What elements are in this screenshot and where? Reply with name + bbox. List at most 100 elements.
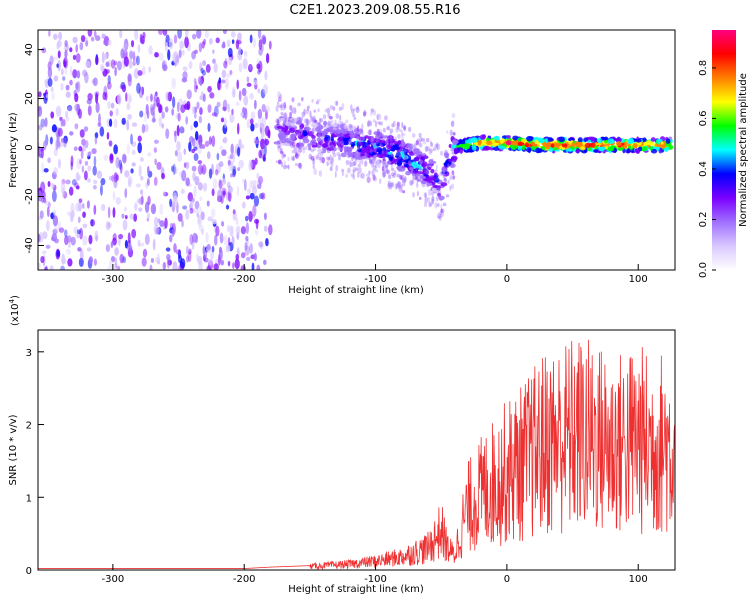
spectrogram-halo-cell <box>322 114 327 120</box>
spectrogram-cell <box>262 156 267 162</box>
spectrogram-cell <box>162 64 168 72</box>
spectrogram-cell <box>164 44 169 52</box>
spectrogram-cell <box>169 234 173 243</box>
spectrogram-ridge-cell <box>541 142 547 146</box>
spectrogram-cell <box>204 140 210 147</box>
spectrogram-halo-cell <box>419 167 422 172</box>
spectrogram-halo-cell <box>330 144 335 149</box>
spectrogram-halo-cell <box>436 143 441 151</box>
spectrogram-cell <box>138 197 144 206</box>
spectrogram-ridge-cell <box>510 140 516 145</box>
spectrogram-halo-cell <box>311 99 314 103</box>
spectrogram-cell <box>188 248 192 255</box>
spectrogram-ridge-cell <box>387 151 393 155</box>
spectrogram-cell <box>182 49 185 56</box>
spectrogram-halo-cell <box>385 134 390 142</box>
spectrogram-cell <box>207 104 212 113</box>
spectrogram-ridge-cell <box>669 145 673 150</box>
spectrogram-cell <box>87 93 93 101</box>
spectrogram-halo-cell <box>424 192 427 199</box>
spectrogram-cell <box>55 139 59 151</box>
spectrogram-cell <box>87 105 92 116</box>
spectrogram-ridge-cell <box>341 130 348 134</box>
spectrogram-halo-cell <box>303 123 308 130</box>
spectrogram-halo-cell <box>314 119 318 124</box>
spectrogram-halo-cell <box>287 119 292 126</box>
spectrogram-cell <box>171 60 175 66</box>
spectrogram-halo-cell <box>411 167 414 175</box>
spectrogram-cell <box>235 39 240 50</box>
spectrogram-ridge-cell <box>654 143 659 147</box>
spectrogram-cell <box>151 117 156 123</box>
spectrogram-cell <box>263 225 268 232</box>
spectrogram-halo-cell <box>376 131 379 137</box>
spectrogram-cell <box>86 247 92 252</box>
spectrogram-cell <box>238 62 243 73</box>
spectrogram-cell <box>211 218 217 225</box>
spectrogram-cell <box>123 38 129 51</box>
spectrogram-halo-cell <box>431 198 435 205</box>
spectrogram-cell <box>175 249 181 255</box>
spectrogram-cell <box>57 50 61 59</box>
spectrogram-ridge-cell <box>502 135 507 140</box>
spectrogram-ridge-cell <box>353 128 360 134</box>
spectrogram-halo-cell <box>291 141 296 148</box>
spectrogram-halo-cell <box>354 156 359 163</box>
spectrogram-cell <box>75 44 78 53</box>
spectrogram-halo-cell <box>394 182 398 190</box>
spectrogram-cell <box>38 105 43 117</box>
spectrogram-cell <box>232 168 236 178</box>
spectrogram-cell <box>196 30 202 39</box>
spectrogram-halo-cell <box>382 172 386 178</box>
spectrogram-cell <box>249 118 254 125</box>
spectrogram-ridge-cell <box>311 144 316 148</box>
spectrogram-cell <box>193 146 198 151</box>
spectrogram-halo-cell <box>349 123 352 131</box>
spectrogram-cell <box>131 149 136 156</box>
spectrogram-cell <box>76 232 80 239</box>
snr-xtick-label: -100 <box>364 574 387 585</box>
spectrogram-halo-cell <box>450 146 454 152</box>
spectrogram-cell <box>137 44 141 54</box>
spectrogram-cell <box>45 220 50 232</box>
spectrogram-cell <box>122 219 128 231</box>
spectrogram-halo-cell <box>389 131 393 138</box>
spectrogram-cell <box>265 237 269 247</box>
spectrogram-ridge-cell <box>405 170 411 176</box>
spectrogram-cell <box>50 86 54 92</box>
spectrogram-cell <box>205 232 209 243</box>
spectrogram-cell <box>53 226 59 232</box>
spectrogram-cell <box>43 168 49 173</box>
spectrogram-cell <box>230 31 236 38</box>
spectrogram-halo-cell <box>381 166 385 172</box>
spectrogram-halo-cell <box>341 102 345 110</box>
spectrogram-xtick-label: 0 <box>504 274 510 285</box>
spectrogram-cell <box>61 253 66 265</box>
spectrogram-cell <box>177 112 181 122</box>
spectrogram-halo-cell <box>386 126 390 131</box>
spectrogram-cell <box>126 143 130 154</box>
spectrogram-cell <box>99 126 105 137</box>
spectrogram-cell <box>131 228 137 239</box>
spectrogram-cell <box>235 253 239 261</box>
spectrogram-cell <box>167 91 173 102</box>
spectrogram-cell <box>197 164 203 176</box>
spectrogram-halo-cell <box>416 172 421 179</box>
spectrogram-cell <box>254 139 260 144</box>
spectrogram-halo-cell <box>398 128 402 132</box>
spectrogram-cell <box>127 177 132 188</box>
spectrogram-cell <box>229 225 234 237</box>
spectrogram-cell <box>225 204 230 210</box>
spectrogram-ridge-cell <box>628 137 634 144</box>
spectrogram-cell <box>84 160 89 166</box>
spectrogram-cell <box>166 253 171 261</box>
spectrogram-halo-cell <box>438 215 442 222</box>
spectrogram-halo-cell <box>374 169 379 173</box>
spectrogram-halo-cell <box>378 113 382 121</box>
spectrogram-halo-cell <box>277 143 281 148</box>
spectrogram-ridge-cell <box>458 147 464 154</box>
spectrogram-halo-cell <box>440 197 443 202</box>
spectrogram-cell <box>222 190 226 196</box>
spectrogram-ridge-cell <box>375 148 383 153</box>
spectrogram-ridge-cell <box>419 175 426 180</box>
